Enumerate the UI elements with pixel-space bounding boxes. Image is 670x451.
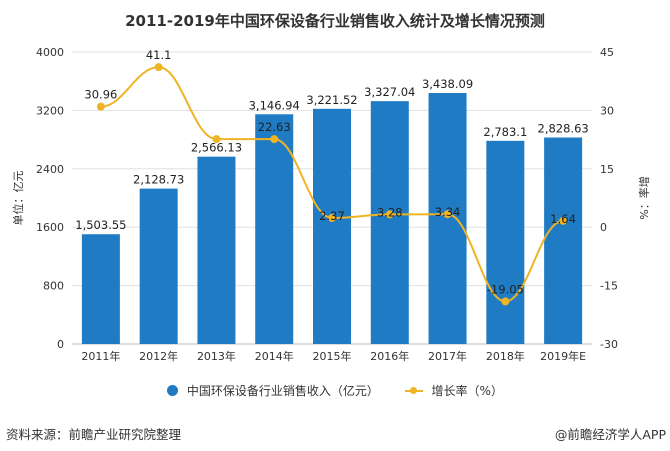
bar bbox=[486, 140, 525, 344]
y-right-tick-label: -15 bbox=[600, 280, 618, 293]
legend-bar-marker bbox=[167, 385, 179, 396]
x-tick-label: 2014年 bbox=[255, 349, 294, 363]
x-tick-label: 2018年 bbox=[486, 349, 525, 363]
y-left-tick-label: 0 bbox=[57, 338, 64, 351]
y-left-tick-label: 2400 bbox=[36, 163, 64, 176]
x-tick-label: 2011年 bbox=[81, 349, 120, 363]
y-right-tick-label: 0 bbox=[600, 221, 607, 234]
legend: 中国环保设备行业销售收入（亿元） 增长率（%） bbox=[0, 382, 670, 399]
growth-point bbox=[385, 210, 394, 219]
y-left-tick-label: 4000 bbox=[36, 46, 64, 59]
legend-bar-label: 中国环保设备行业销售收入（亿元） bbox=[186, 384, 379, 398]
x-tick-label: 2019年E bbox=[540, 349, 586, 363]
bar bbox=[139, 188, 178, 344]
bar bbox=[313, 108, 351, 344]
bar-value-label: 2,828.63 bbox=[538, 122, 589, 136]
legend-line-marker bbox=[404, 386, 423, 394]
y-left-tick-label: 800 bbox=[43, 280, 64, 293]
growth-value-label: 41.1 bbox=[146, 48, 172, 62]
y-right-tick-label: 30 bbox=[600, 104, 614, 117]
growth-value-label: 3.34 bbox=[435, 205, 461, 219]
source-note: 资料来源：前瞻产业研究院整理 bbox=[6, 427, 182, 442]
chart-title: 2011-2019年中国环保设备行业销售收入统计及增长情况预测 bbox=[125, 12, 545, 30]
y-right-axis-label: %：率增 bbox=[637, 176, 651, 219]
growth-value-label: 30.96 bbox=[84, 88, 117, 102]
x-tick-label: 2013年 bbox=[197, 349, 236, 363]
brand-note: @前瞻经济学人APP bbox=[554, 427, 666, 442]
y-right-tick-label: 15 bbox=[600, 163, 614, 176]
bar bbox=[197, 156, 236, 344]
bar bbox=[370, 101, 409, 344]
x-tick-label: 2015年 bbox=[313, 349, 352, 363]
y-right-tick-label: -30 bbox=[600, 338, 618, 351]
growth-point bbox=[501, 297, 510, 306]
y-left-tick-label: 1600 bbox=[36, 221, 64, 234]
bar bbox=[255, 114, 294, 344]
growth-value-label: -19.05 bbox=[487, 282, 524, 296]
bar bbox=[81, 234, 120, 344]
x-tick-label: 2016年 bbox=[370, 349, 409, 363]
growth-point bbox=[559, 216, 568, 225]
y-left-axis-label: 单位：亿元 bbox=[11, 171, 25, 226]
bar-value-label: 2,128.73 bbox=[133, 173, 184, 187]
growth-value-label: 22.63 bbox=[258, 120, 291, 134]
growth-point bbox=[154, 63, 163, 72]
bar bbox=[428, 93, 467, 344]
x-tick-label: 2012年 bbox=[139, 349, 178, 363]
growth-point bbox=[96, 102, 105, 111]
growth-value-label: 2.37 bbox=[319, 209, 345, 223]
bar bbox=[544, 137, 583, 344]
bar-value-label: 1,503.55 bbox=[75, 218, 126, 232]
x-tick-label: 2017年 bbox=[428, 349, 467, 363]
growth-value-label: 3.28 bbox=[377, 205, 403, 219]
bar-value-label: 2,783.1 bbox=[483, 125, 527, 139]
bar-value-label: 3,146.94 bbox=[249, 98, 300, 112]
legend-line-label: 增长率（%） bbox=[431, 384, 503, 398]
bar-value-label: 3,327.04 bbox=[364, 85, 415, 99]
growth-point bbox=[443, 210, 452, 219]
growth-point bbox=[270, 135, 279, 144]
y-right-tick-label: 45 bbox=[600, 46, 614, 59]
bar-value-label: 2,566.13 bbox=[191, 141, 242, 155]
bar-value-label: 3,438.09 bbox=[422, 77, 473, 91]
bar-value-label: 3,221.52 bbox=[306, 93, 357, 107]
y-left-tick-label: 3200 bbox=[36, 104, 64, 117]
growth-point bbox=[212, 135, 221, 144]
growth-value-label: 1.64 bbox=[550, 212, 576, 226]
growth-point bbox=[328, 213, 336, 222]
